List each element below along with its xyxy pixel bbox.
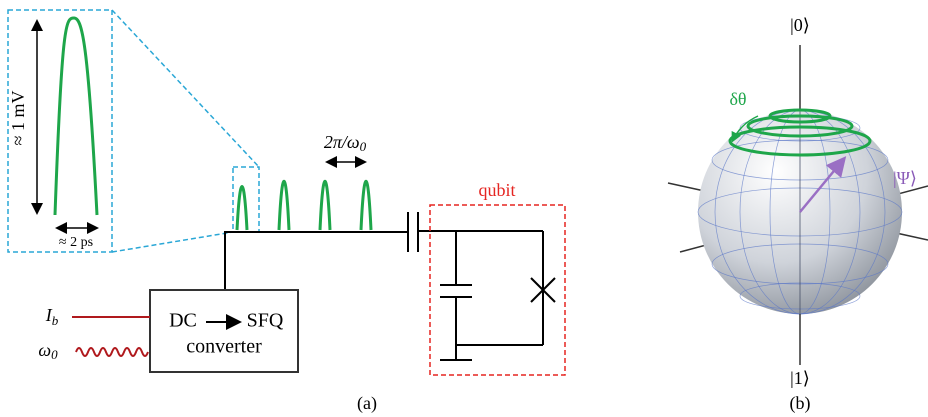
qubit-label: qubit: [478, 180, 515, 200]
drive-subscript: 0: [51, 347, 58, 362]
angle-label: δθ: [729, 89, 746, 109]
ket-zero: |0⟩: [790, 15, 810, 35]
zoom-inset: ≈ 1 mV ≈ 2 ps: [7, 9, 260, 253]
period-subscript: 0: [360, 139, 367, 154]
caption-b: (b): [790, 393, 811, 414]
bloch-sphere: δθ |Ψ⟩ |0⟩ |1⟩: [667, 15, 928, 388]
bias-current: Ib: [45, 305, 59, 328]
drive-frequency: ω0: [38, 340, 58, 362]
width-label: ≈ 2 ps: [59, 235, 93, 250]
converter: DC SFQ converter Ib ω0: [38, 289, 299, 373]
qubit-circuit: qubit: [418, 180, 566, 376]
drive-symbol: ω: [38, 340, 51, 360]
period-label: 2π/ω0: [324, 132, 367, 154]
amplitude-label: ≈ 1 mV: [8, 91, 28, 146]
converter-dc: DC: [169, 310, 197, 332]
caption-a: (a): [357, 393, 377, 414]
state-label: |Ψ⟩: [893, 168, 917, 188]
converter-sfq: SFQ: [247, 310, 284, 332]
period-text: 2π/ω: [324, 132, 360, 152]
converter-word: converter: [186, 336, 262, 358]
sfq-line: 2π/ω0: [224, 132, 419, 290]
ket-one: |1⟩: [790, 368, 810, 388]
bias-subscript: b: [52, 313, 59, 328]
bias-symbol: I: [45, 305, 53, 325]
